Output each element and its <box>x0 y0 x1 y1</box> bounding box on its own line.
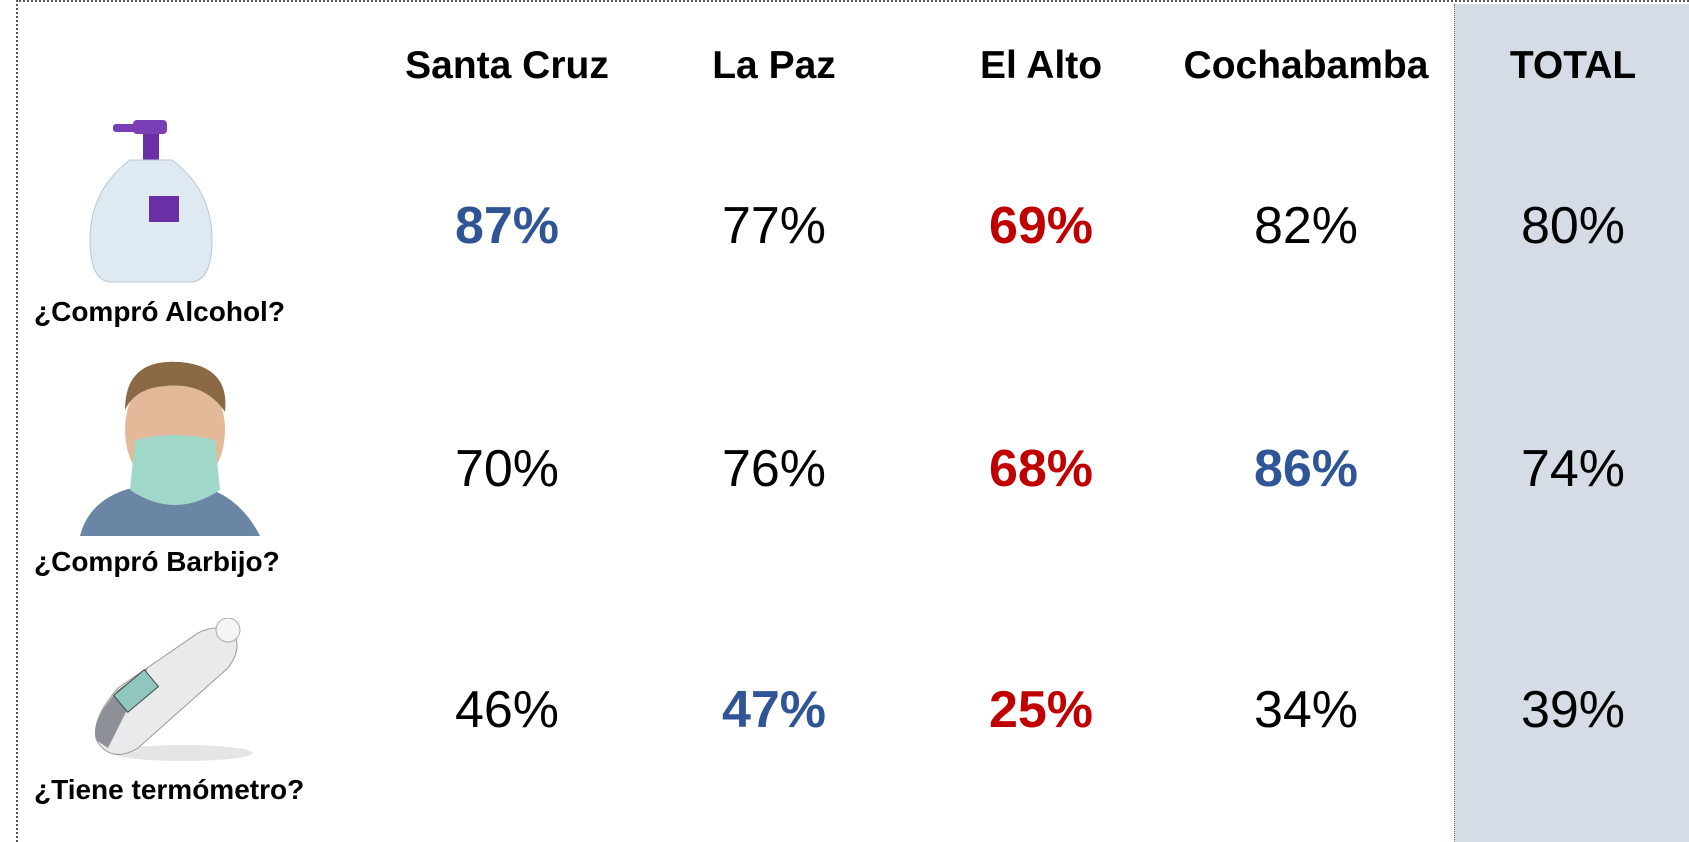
value-cell: 34% <box>1253 681 1359 739</box>
value-cell: 25% <box>988 681 1094 739</box>
value-cell: 47% <box>721 681 827 739</box>
column-header: El Alto <box>979 44 1103 87</box>
value-cell: 80% <box>1520 197 1626 255</box>
mask-icon <box>80 361 260 536</box>
thermometer-icon <box>94 618 253 761</box>
value-cell: 68% <box>988 440 1094 498</box>
column-header: TOTAL <box>1509 44 1637 87</box>
value-cell: 77% <box>721 197 827 255</box>
value-cell: 70% <box>454 440 560 498</box>
column-header: Santa Cruz <box>405 44 609 87</box>
total-column-background <box>1454 4 1689 842</box>
sanitizer-icon <box>89 120 213 283</box>
value-cell: 82% <box>1253 197 1359 255</box>
value-cell: 74% <box>1520 440 1626 498</box>
value-cell: 69% <box>988 197 1094 255</box>
frame <box>16 0 1689 842</box>
row-label: ¿Tiene termómetro? <box>34 774 305 805</box>
row-label: ¿Compró Barbijo? <box>34 546 280 577</box>
row-label: ¿Compró Alcohol? <box>34 296 285 327</box>
value-cell: 87% <box>454 197 560 255</box>
value-cell: 39% <box>1520 681 1626 739</box>
column-header: Cochabamba <box>1183 44 1429 87</box>
value-cell: 86% <box>1253 440 1359 498</box>
column-header: La Paz <box>712 44 836 87</box>
value-cell: 46% <box>454 681 560 739</box>
value-cell: 76% <box>721 440 827 498</box>
